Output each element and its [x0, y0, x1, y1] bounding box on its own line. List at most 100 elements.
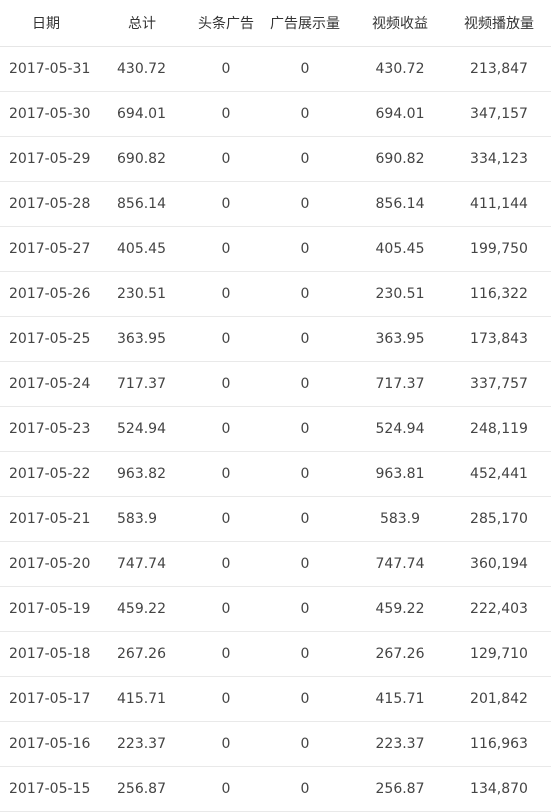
- video-plays-cell: 116,963: [470, 736, 528, 752]
- date-cell: 2017-05-17: [9, 691, 91, 707]
- headline-ads-cell: 0: [221, 151, 231, 167]
- date-cell: 2017-05-24: [9, 376, 91, 392]
- header-video-revenue[interactable]: 视频收益: [372, 16, 428, 32]
- table-row: 2017-05-15 256.87 0 0 256.87 134,870: [0, 767, 551, 812]
- video-revenue-cell: 363.95: [375, 331, 425, 347]
- ad-impressions-cell: 0: [300, 151, 310, 167]
- date-cell: 2017-05-20: [9, 556, 91, 572]
- date-cell: 2017-05-16: [9, 736, 91, 752]
- headline-ads-cell: 0: [221, 646, 231, 662]
- header-video-plays[interactable]: 视频播放量: [464, 16, 534, 32]
- total-cell: 856.14: [117, 196, 166, 212]
- video-revenue-cell: 415.71: [375, 691, 425, 707]
- total-cell: 223.37: [117, 736, 166, 752]
- total-cell: 524.94: [117, 421, 166, 437]
- table-row: 2017-05-26 230.51 0 0 230.51 116,322: [0, 272, 551, 317]
- headline-ads-cell: 0: [221, 376, 231, 392]
- table-row: 2017-05-25 363.95 0 0 363.95 173,843: [0, 317, 551, 362]
- date-cell: 2017-05-19: [9, 601, 91, 617]
- table-row: 2017-05-31 430.72 0 0 430.72 213,847: [0, 47, 551, 92]
- video-plays-cell: 360,194: [470, 556, 528, 572]
- ad-impressions-cell: 0: [300, 421, 310, 437]
- headline-ads-cell: 0: [221, 736, 231, 752]
- headline-ads-cell: 0: [221, 466, 231, 482]
- video-revenue-cell: 963.81: [375, 466, 425, 482]
- ad-impressions-cell: 0: [300, 556, 310, 572]
- video-plays-cell: 213,847: [470, 61, 528, 77]
- total-cell: 694.01: [117, 106, 166, 122]
- ad-impressions-cell: 0: [300, 286, 310, 302]
- ad-impressions-cell: 0: [300, 736, 310, 752]
- video-plays-cell: 248,119: [470, 421, 528, 437]
- ad-impressions-cell: 0: [300, 61, 310, 77]
- date-cell: 2017-05-28: [9, 196, 91, 212]
- video-revenue-cell: 223.37: [375, 736, 425, 752]
- table-row: 2017-05-20 747.74 0 0 747.74 360,194: [0, 542, 551, 587]
- header-headline-ads[interactable]: 头条广告: [198, 16, 254, 32]
- video-plays-cell: 134,870: [470, 781, 528, 797]
- headline-ads-cell: 0: [221, 601, 231, 617]
- headline-ads-cell: 0: [221, 61, 231, 77]
- table-row: 2017-05-22 963.82 0 0 963.81 452,441: [0, 452, 551, 497]
- video-plays-cell: 334,123: [470, 151, 528, 167]
- total-cell: 256.87: [117, 781, 166, 797]
- video-plays-cell: 285,170: [470, 511, 528, 527]
- header-ad-impressions[interactable]: 广告展示量: [270, 16, 340, 32]
- ad-impressions-cell: 0: [300, 601, 310, 617]
- video-revenue-cell: 690.82: [375, 151, 425, 167]
- video-revenue-cell: 717.37: [375, 376, 425, 392]
- table-row: 2017-05-23 524.94 0 0 524.94 248,119: [0, 407, 551, 452]
- headline-ads-cell: 0: [221, 781, 231, 797]
- video-plays-cell: 411,144: [470, 196, 528, 212]
- video-plays-cell: 116,322: [470, 286, 528, 302]
- video-plays-cell: 337,757: [470, 376, 528, 392]
- headline-ads-cell: 0: [221, 511, 231, 527]
- date-cell: 2017-05-31: [9, 61, 91, 77]
- table-row: 2017-05-29 690.82 0 0 690.82 334,123: [0, 137, 551, 182]
- table-row: 2017-05-28 856.14 0 0 856.14 411,144: [0, 182, 551, 227]
- video-plays-cell: 452,441: [470, 466, 528, 482]
- headline-ads-cell: 0: [221, 196, 231, 212]
- ad-impressions-cell: 0: [300, 781, 310, 797]
- video-revenue-cell: 405.45: [375, 241, 425, 257]
- video-revenue-cell: 524.94: [375, 421, 425, 437]
- total-cell: 717.37: [117, 376, 166, 392]
- video-revenue-cell: 459.22: [375, 601, 425, 617]
- video-revenue-cell: 694.01: [375, 106, 425, 122]
- table-row: 2017-05-21 583.9 0 0 583.9 285,170: [0, 497, 551, 542]
- table-body: 2017-05-31 430.72 0 0 430.72 213,847 2017-05-3…: [0, 47, 551, 812]
- headline-ads-cell: 0: [221, 691, 231, 707]
- headline-ads-cell: 0: [221, 241, 231, 257]
- ad-impressions-cell: 0: [300, 511, 310, 527]
- date-cell: 2017-05-18: [9, 646, 91, 662]
- video-plays-cell: 347,157: [470, 106, 528, 122]
- ad-impressions-cell: 0: [300, 241, 310, 257]
- table-row: 2017-05-27 405.45 0 0 405.45 199,750: [0, 227, 551, 272]
- table-row: 2017-05-30 694.01 0 0 694.01 347,157: [0, 92, 551, 137]
- ad-impressions-cell: 0: [300, 466, 310, 482]
- total-cell: 363.95: [117, 331, 166, 347]
- video-plays-cell: 173,843: [470, 331, 528, 347]
- table-row: 2017-05-19 459.22 0 0 459.22 222,403: [0, 587, 551, 632]
- total-cell: 405.45: [117, 241, 166, 257]
- ad-impressions-cell: 0: [300, 376, 310, 392]
- ad-impressions-cell: 0: [300, 106, 310, 122]
- header-date[interactable]: 日期: [32, 16, 60, 32]
- table-row: 2017-05-24 717.37 0 0 717.37 337,757: [0, 362, 551, 407]
- video-plays-cell: 199,750: [470, 241, 528, 257]
- headline-ads-cell: 0: [221, 106, 231, 122]
- date-cell: 2017-05-27: [9, 241, 91, 257]
- date-cell: 2017-05-26: [9, 286, 91, 302]
- date-cell: 2017-05-15: [9, 781, 91, 797]
- headline-ads-cell: 0: [221, 286, 231, 302]
- total-cell: 963.82: [117, 466, 166, 482]
- date-cell: 2017-05-22: [9, 466, 91, 482]
- header-total[interactable]: 总计: [128, 16, 156, 32]
- date-cell: 2017-05-25: [9, 331, 91, 347]
- total-cell: 430.72: [117, 61, 166, 77]
- ad-impressions-cell: 0: [300, 196, 310, 212]
- date-cell: 2017-05-21: [9, 511, 91, 527]
- total-cell: 267.26: [117, 646, 166, 662]
- total-cell: 415.71: [117, 691, 166, 707]
